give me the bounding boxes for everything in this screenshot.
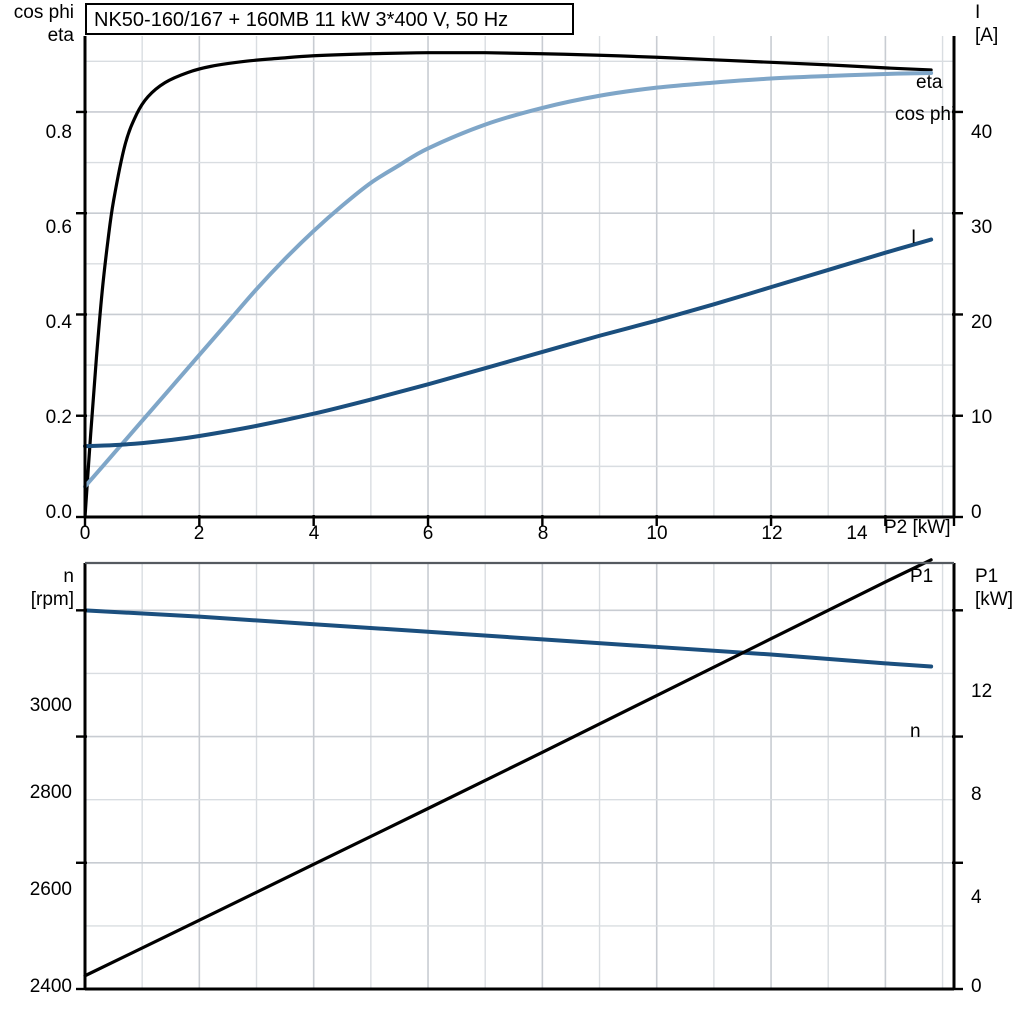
curve-n <box>83 608 934 669</box>
curve-I <box>83 237 934 449</box>
plot-background <box>85 36 954 517</box>
curve-eta <box>83 50 933 519</box>
plot-background <box>85 563 954 989</box>
curve-cos-phi <box>83 70 934 489</box>
curve-P1 <box>83 558 933 978</box>
